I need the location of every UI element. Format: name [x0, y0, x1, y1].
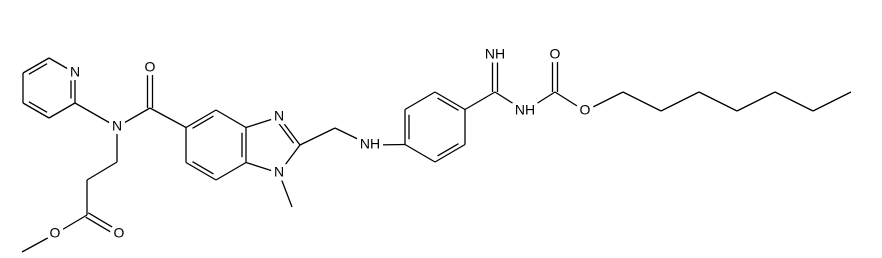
bond [48, 102, 76, 119]
bond [22, 102, 50, 119]
bond [584, 91, 624, 112]
atom-label: N [112, 118, 122, 134]
bond [278, 116, 301, 146]
bond [698, 91, 738, 112]
bond [494, 91, 526, 112]
bond [48, 57, 76, 74]
bond [434, 91, 466, 111]
bond [736, 91, 776, 112]
atom-label: O [145, 59, 156, 75]
bond [622, 91, 662, 112]
bond [369, 143, 406, 146]
bond [278, 123, 295, 144]
atom-label: O [580, 102, 591, 118]
atom-label: O [550, 46, 561, 62]
bond [278, 172, 293, 208]
atom-label: NH [360, 136, 380, 152]
bond [185, 161, 217, 181]
bond [434, 143, 466, 163]
bond [812, 91, 852, 112]
atom-label: NH [515, 102, 535, 118]
bond [404, 143, 436, 163]
bond [524, 91, 556, 112]
bond [87, 212, 121, 233]
bond [192, 161, 214, 175]
bond [437, 143, 459, 157]
atom-label: N [70, 64, 80, 80]
bond [74, 102, 118, 128]
bond [554, 91, 586, 112]
bond [299, 127, 336, 146]
bond [278, 144, 301, 174]
bond [149, 107, 187, 129]
bond [28, 101, 48, 113]
bond [28, 63, 48, 75]
atom-label: O [50, 225, 61, 241]
atom-labels: N N O N N NH NH NH O O O O [46, 42, 595, 245]
bond [215, 109, 247, 129]
bond [774, 91, 814, 112]
bond [404, 91, 436, 111]
atom-label: NH [485, 46, 505, 62]
bond [185, 109, 217, 129]
bond [86, 161, 118, 181]
bond [437, 97, 459, 111]
bond [464, 91, 496, 111]
bond [334, 127, 371, 146]
bond [21, 233, 56, 253]
bond [192, 115, 214, 129]
bonds [21, 55, 852, 253]
bond [245, 116, 280, 129]
bond [660, 91, 700, 112]
bond [245, 161, 280, 174]
bond [22, 57, 50, 74]
bond [116, 107, 151, 128]
atom-label: N [274, 108, 284, 124]
bond [54, 214, 88, 235]
atom-label: N [274, 164, 284, 180]
bond [215, 161, 247, 181]
bond [85, 216, 119, 237]
atom-label: O [114, 225, 125, 241]
